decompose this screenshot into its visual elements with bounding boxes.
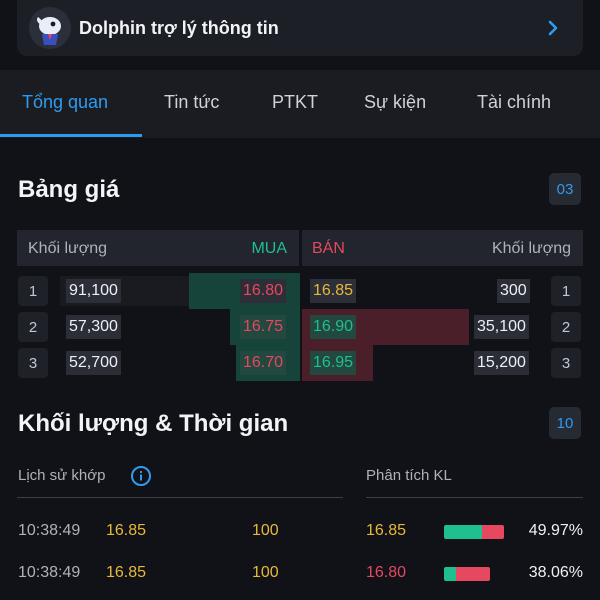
sell-volume: 300 — [497, 279, 530, 303]
tab-news[interactable]: Tin tức — [164, 92, 220, 112]
trade-volume: 100 — [252, 564, 279, 581]
tab-financials[interactable]: Tài chính — [477, 92, 552, 112]
trade-volume: 100 — [252, 522, 279, 539]
chevron-right-icon[interactable] — [543, 16, 563, 40]
history-divider — [17, 497, 343, 498]
tab-overview[interactable]: Tổng quan — [22, 92, 109, 112]
analysis-ratio-bar — [444, 567, 490, 581]
trade-time: 10:38:49 — [18, 522, 81, 539]
row-index-right: 3 — [551, 348, 581, 378]
buy-header-label: MUA — [251, 240, 287, 257]
buy-header: Khối lượng MUA — [17, 230, 299, 266]
active-tab-indicator — [0, 134, 142, 137]
sell-header: BÁN Khối lượng — [302, 230, 583, 266]
buy-volume: 91,100 — [66, 279, 121, 303]
sell-price[interactable]: 16.95 — [310, 351, 357, 375]
dolphin-avatar-icon — [29, 7, 71, 49]
buy-price[interactable]: 16.80 — [240, 279, 287, 303]
analysis-divider — [366, 497, 583, 498]
assistant-banner[interactable]: Dolphin trợ lý thông tin — [17, 0, 583, 56]
row-index-left: 3 — [18, 348, 48, 378]
trade-price: 16.85 — [106, 522, 147, 539]
order-book-title: Bảng giá — [18, 176, 120, 203]
time-sales-title: Khối lượng & Thời gian — [18, 410, 289, 437]
sell-price[interactable]: 16.90 — [310, 315, 357, 339]
analysis-price: 16.85 — [366, 522, 407, 539]
row-index-left: 2 — [18, 312, 48, 342]
analysis-price: 16.80 — [366, 564, 407, 581]
analysis-ratio-bar — [444, 525, 504, 539]
row-index-right: 2 — [551, 312, 581, 342]
sell-header-label: BÁN — [312, 240, 345, 257]
order-book-badge[interactable]: 03 — [549, 173, 581, 205]
tab-events[interactable]: Sự kiện — [364, 92, 427, 112]
trade-time: 10:38:49 — [18, 564, 81, 581]
row-index-left: 1 — [18, 276, 48, 306]
buy-volume: 52,700 — [66, 351, 121, 375]
sell-price[interactable]: 16.85 — [310, 279, 357, 303]
buy-price[interactable]: 16.70 — [240, 351, 287, 375]
buy-price[interactable]: 16.75 — [240, 315, 287, 339]
tab-technical[interactable]: PTKT — [272, 92, 319, 112]
assistant-title: Dolphin trợ lý thông tin — [79, 18, 279, 38]
buy-volume: 57,300 — [66, 315, 121, 339]
sell-volume: 15,200 — [474, 351, 529, 375]
time-sales-badge[interactable]: 10 — [549, 407, 581, 439]
analysis-percent: 38.06% — [528, 564, 583, 581]
trade-price: 16.85 — [106, 564, 147, 581]
buy-volume-header: Khối lượng — [28, 240, 108, 257]
sell-volume-header: Khối lượng — [491, 240, 571, 257]
volume-analysis-label: Phân tích KL — [366, 467, 452, 484]
row-index-right: 1 — [551, 276, 581, 306]
sell-volume: 35,100 — [474, 315, 529, 339]
match-history-label: Lịch sử khớp — [18, 467, 106, 484]
info-icon[interactable] — [130, 465, 152, 487]
tab-bar: Tổng quan Tin tức PTKT Sự kiện Tài chính — [0, 70, 600, 138]
analysis-percent: 49.97% — [528, 522, 583, 539]
